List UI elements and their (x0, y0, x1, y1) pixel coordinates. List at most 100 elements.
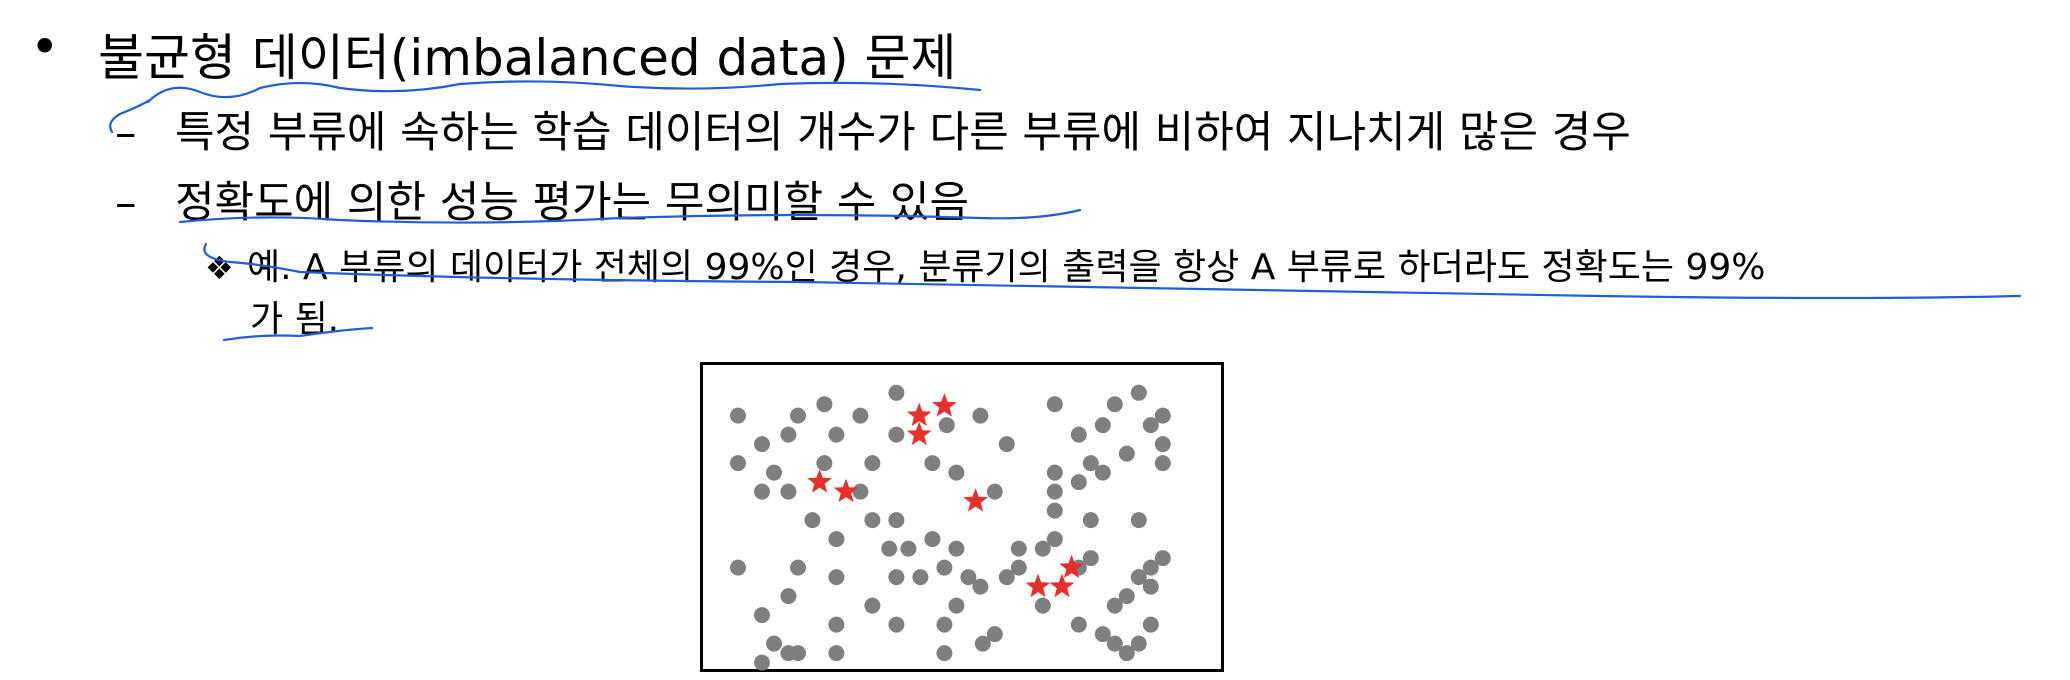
gray-circle-icon (972, 578, 989, 595)
gray-circle-icon (936, 616, 953, 633)
gray-circle-icon (936, 645, 953, 662)
gray-circle-icon (1118, 645, 1135, 662)
red-star-icon (963, 488, 988, 512)
gray-circle-icon (998, 436, 1015, 453)
gray-circle-icon (1130, 512, 1147, 529)
gray-circle-icon (790, 645, 806, 662)
gray-circle-icon (948, 464, 965, 481)
gray-circle-icon (1010, 559, 1027, 576)
gray-circle-icon (852, 407, 869, 424)
gray-circle-icon (1070, 426, 1087, 443)
gray-circle-icon (790, 407, 806, 424)
gray-circle-icon (1046, 531, 1063, 548)
gray-circle-icon (852, 483, 869, 500)
gray-circle-icon (828, 531, 845, 548)
gray-circle-icon (881, 540, 898, 557)
gray-circle-icon (900, 540, 917, 557)
imbalanced-scatter-figure (700, 362, 1224, 672)
gray-circle-icon (754, 654, 770, 671)
gray-circle-icon (1082, 512, 1099, 529)
red-star-icon (807, 469, 832, 493)
gray-circle-icon (1106, 635, 1123, 652)
gray-circle-icon (888, 384, 905, 401)
gray-circle-icon (1046, 483, 1063, 500)
gray-circle-icon (1010, 540, 1027, 557)
red-star-icon (932, 393, 957, 417)
gray-circle-icon (780, 426, 797, 443)
gray-circle-icon (1154, 436, 1171, 453)
gray-circle-icon (804, 512, 821, 529)
gray-circle-icon (754, 483, 770, 500)
gray-circle-icon (1082, 550, 1099, 567)
gray-circle-icon (924, 531, 941, 548)
underline-stroke (178, 208, 1082, 224)
gray-circle-icon (1130, 635, 1147, 652)
gray-circle-icon (1094, 464, 1111, 481)
gray-circle-icon (948, 540, 965, 557)
sub-item-text: 특정 부류에 속하는 학습 데이터의 개수가 다른 부류에 비하여 지나치게 많… (175, 108, 1631, 158)
gray-circle-icon (972, 407, 989, 424)
gray-circle-icon (1118, 588, 1135, 605)
gray-circle-icon (986, 626, 1003, 643)
gray-circle-icon (1094, 626, 1111, 643)
gray-circle-icon (780, 588, 797, 605)
gray-circle-icon (938, 417, 955, 434)
sub-item-accuracy: – 정확도에 의한 성능 평가는 무의미할 수 있음 (115, 168, 969, 230)
gray-circle-icon (766, 464, 782, 481)
gray-circle-icon (730, 407, 746, 424)
gray-circle-icon (1070, 474, 1087, 491)
main-bullet-text: 불균형 데이터(imbalanced data) 문제 (98, 29, 957, 87)
red-star-icon (1025, 573, 1051, 598)
gray-circle-icon (888, 616, 905, 633)
gray-circle-icon (1106, 597, 1123, 614)
gray-circle-icon (828, 569, 845, 586)
diamond-bullet-icon: ❖ (205, 249, 234, 287)
red-star-icon (906, 402, 932, 427)
gray-circle-icon (864, 597, 881, 614)
gray-circle-icon (1142, 559, 1159, 576)
dash-marker: – (115, 108, 137, 158)
gray-circle-icon (960, 569, 977, 586)
red-star-icon (906, 421, 932, 446)
gray-circle-icon (888, 569, 905, 586)
gray-circle-icon (998, 569, 1015, 586)
gray-circle-icon (1130, 384, 1147, 401)
gray-circle-icon (1082, 455, 1099, 472)
gray-circle-icon (1118, 445, 1135, 462)
gray-circle-icon (1142, 616, 1159, 633)
gray-circle-icon (864, 455, 881, 472)
gray-circle-icon (790, 559, 806, 576)
underline-stroke (203, 242, 2022, 300)
gray-circle-icon (1106, 396, 1123, 413)
gray-circle-icon (816, 396, 833, 413)
gray-circle-icon (1130, 569, 1147, 586)
underline-stroke (109, 98, 152, 134)
underline-stroke (222, 326, 374, 342)
gray-circle-icon (912, 569, 929, 586)
gray-circle-icon (828, 426, 845, 443)
gray-circle-icon (1154, 407, 1171, 424)
gray-circle-icon (1046, 464, 1063, 481)
gray-circle-icon (974, 635, 991, 652)
gray-circle-icon (1142, 578, 1159, 595)
bullet-marker: • (30, 18, 60, 76)
red-star-icon (833, 478, 859, 503)
dash-marker: – (115, 178, 137, 228)
gray-circle-icon (1154, 455, 1171, 472)
gray-circle-icon (948, 597, 965, 614)
gray-circle-icon (1154, 550, 1171, 567)
gray-circle-icon (828, 616, 845, 633)
gray-circle-icon (754, 436, 770, 453)
gray-circle-icon (730, 455, 746, 472)
gray-circle-icon (1034, 540, 1051, 557)
gray-circle-icon (730, 559, 746, 576)
gray-circle-icon (924, 455, 941, 472)
red-star-icon (1059, 554, 1084, 579)
gray-circle-icon (1142, 417, 1159, 434)
example-line-1: ❖ 예. A 부류의 데이터가 전체의 99%인 경우, 분류기의 출력을 항상 … (205, 238, 1765, 290)
gray-circle-icon (864, 512, 881, 529)
red-star-icon (1049, 573, 1075, 598)
gray-circle-icon (766, 635, 782, 652)
gray-circle-icon (1046, 502, 1063, 519)
